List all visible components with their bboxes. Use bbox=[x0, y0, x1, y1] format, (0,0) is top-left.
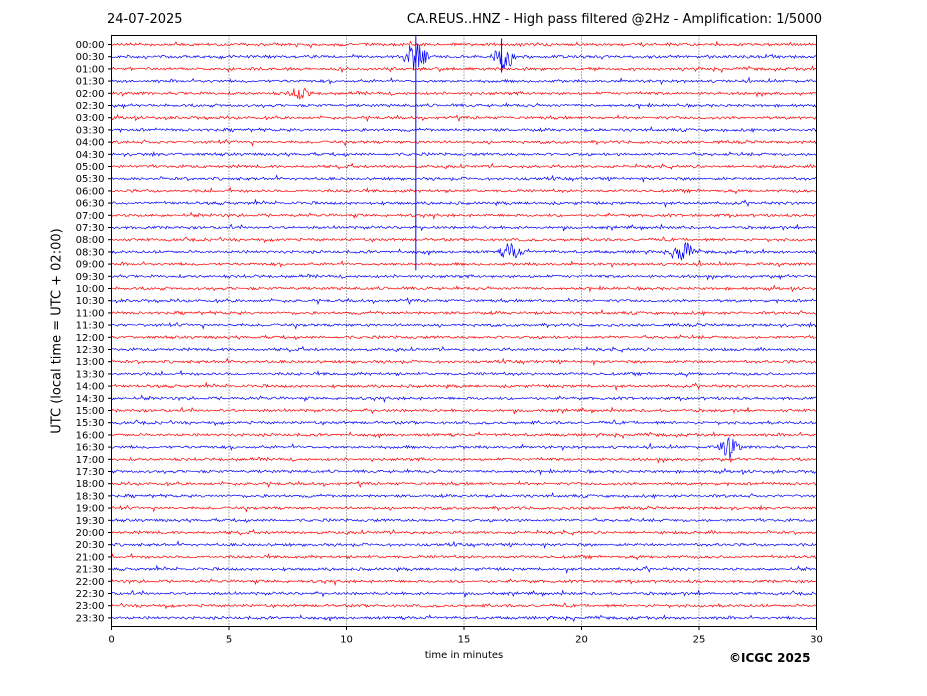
y-tick-label: 13:30 bbox=[76, 369, 105, 380]
x-tick-label: 20 bbox=[575, 635, 588, 646]
y-tick-label: 14:30 bbox=[76, 394, 105, 405]
y-tick-label: 01:00 bbox=[76, 64, 105, 75]
y-tick-label: 00:00 bbox=[76, 40, 105, 51]
y-tick-label: 23:30 bbox=[76, 613, 105, 624]
y-tick-label: 05:00 bbox=[76, 162, 105, 173]
chart-title: CA.REUS..HNZ - High pass filtered @2Hz -… bbox=[406, 12, 822, 27]
y-tick-label: 16:30 bbox=[76, 443, 105, 454]
y-tick-label: 10:00 bbox=[76, 284, 105, 295]
y-tick-label: 15:30 bbox=[76, 418, 105, 429]
copyright-label: ©ICGC 2025 bbox=[729, 651, 811, 665]
trace-1200 bbox=[111, 334, 817, 341]
y-tick-label: 01:30 bbox=[76, 77, 105, 88]
y-tick-label: 09:00 bbox=[76, 260, 105, 271]
y-tick-label: 08:00 bbox=[76, 235, 105, 246]
trace-2230 bbox=[111, 589, 817, 598]
y-tick-label: 14:00 bbox=[76, 382, 105, 393]
x-axis-label: time in minutes bbox=[424, 650, 504, 661]
trace-0330 bbox=[111, 126, 817, 134]
y-tick-label: 19:30 bbox=[76, 516, 105, 527]
y-tick-label: 10:30 bbox=[76, 296, 105, 307]
y-tick-label: 12:30 bbox=[76, 345, 105, 356]
trace-1230 bbox=[111, 345, 817, 353]
y-tick-label: 15:00 bbox=[76, 406, 105, 417]
y-tick-label: 02:00 bbox=[76, 89, 105, 100]
y-tick-label: 03:30 bbox=[76, 125, 105, 136]
x-tick-label: 15 bbox=[458, 635, 471, 646]
x-tick-label: 30 bbox=[810, 635, 823, 646]
y-tick-label: 06:30 bbox=[76, 199, 105, 210]
trace-2030 bbox=[111, 540, 817, 550]
y-tick-label: 11:30 bbox=[76, 321, 105, 332]
y-tick-label: 13:00 bbox=[76, 357, 105, 368]
x-tick-label: 0 bbox=[108, 635, 114, 646]
trace-0600 bbox=[111, 186, 817, 195]
trace-0430 bbox=[111, 150, 817, 158]
x-tick-label: 10 bbox=[340, 635, 353, 646]
trace-0530 bbox=[111, 174, 817, 184]
y-tick-label: 12:00 bbox=[76, 333, 105, 344]
y-tick-label: 21:00 bbox=[76, 552, 105, 563]
y-tick-label: 17:30 bbox=[76, 467, 105, 478]
y-tick-label: 22:30 bbox=[76, 589, 105, 600]
y-tick-label: 20:30 bbox=[76, 540, 105, 551]
y-tick-label: 11:00 bbox=[76, 308, 105, 319]
y-tick-label: 07:30 bbox=[76, 223, 105, 234]
y-tick-label: 04:00 bbox=[76, 138, 105, 149]
y-tick-label: 23:00 bbox=[76, 601, 105, 612]
y-tick-label: 08:30 bbox=[76, 247, 105, 258]
y-tick-label: 04:30 bbox=[76, 150, 105, 161]
x-ticks-group: 0 5 10 15 20 25 30 bbox=[108, 626, 823, 646]
date-label: 24-07-2025 bbox=[107, 12, 183, 27]
trace-0500 bbox=[111, 162, 817, 170]
x-tick-label: 25 bbox=[693, 635, 706, 646]
y-tick-label: 00:30 bbox=[76, 52, 105, 63]
trace-1830 bbox=[111, 492, 817, 500]
y-tick-label: 19:00 bbox=[76, 504, 105, 515]
trace-1300 bbox=[111, 357, 817, 367]
trace-1130 bbox=[111, 321, 817, 330]
x-tick-label: 5 bbox=[226, 635, 232, 646]
y-tick-label: 20:00 bbox=[76, 528, 105, 539]
y-tick-label: 16:00 bbox=[76, 430, 105, 441]
trace-2000 bbox=[111, 528, 817, 536]
y-tick-label: 06:00 bbox=[76, 186, 105, 197]
trace-0900 bbox=[111, 259, 817, 269]
y-tick-label: 09:30 bbox=[76, 272, 105, 283]
trace-1900 bbox=[111, 504, 817, 513]
trace-1400 bbox=[111, 381, 817, 392]
y-tick-label: 17:00 bbox=[76, 455, 105, 466]
grid-group bbox=[228, 35, 700, 627]
y-tick-label: 22:00 bbox=[76, 577, 105, 588]
trace-0830 bbox=[111, 242, 817, 261]
y-tick-label: 21:30 bbox=[76, 565, 105, 576]
trace-1100 bbox=[111, 309, 817, 317]
trace-0400 bbox=[111, 138, 817, 147]
y-tick-label: 03:00 bbox=[76, 113, 105, 124]
plot-frame bbox=[111, 35, 817, 627]
trace-1330 bbox=[111, 369, 817, 378]
y-tick-label: 02:30 bbox=[76, 101, 105, 112]
y-tick-label: 05:30 bbox=[76, 174, 105, 185]
y-tick-label: 18:30 bbox=[76, 491, 105, 502]
y-tick-label: 07:00 bbox=[76, 211, 105, 222]
y-tick-label: 18:00 bbox=[76, 479, 105, 490]
